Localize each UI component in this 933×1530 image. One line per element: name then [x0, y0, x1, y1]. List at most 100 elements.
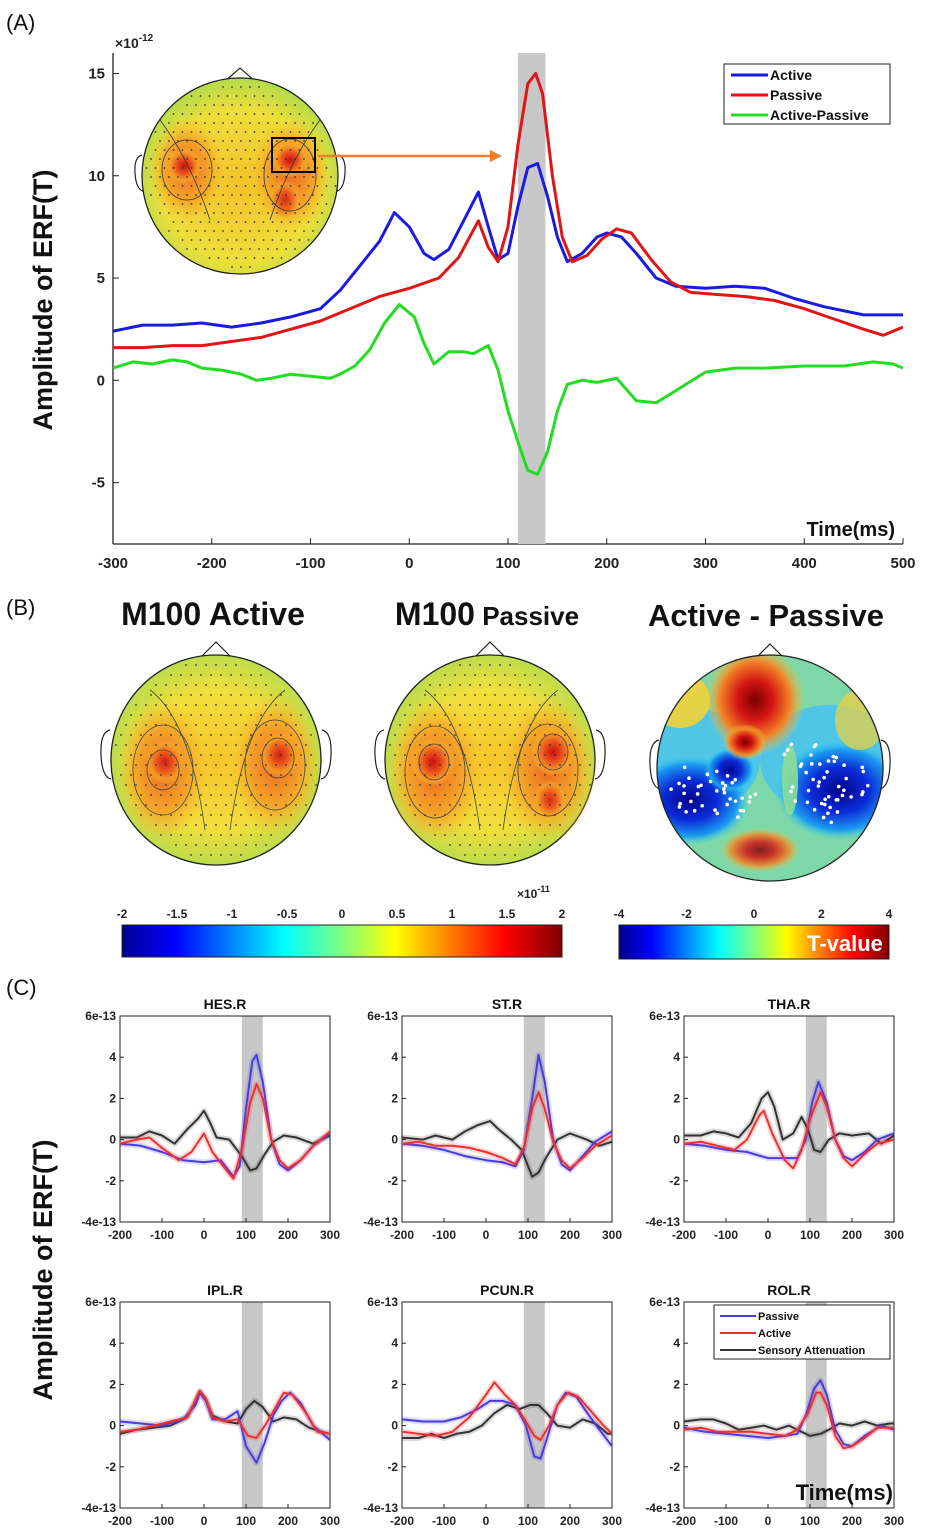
x-tick-label: -300 [98, 555, 128, 572]
subplot-title: ST.R [492, 996, 522, 1012]
topomap-title-active: M100 Active [121, 596, 305, 632]
series-line-active [402, 1091, 612, 1170]
y-tick-label: -4e-13 [81, 1215, 116, 1229]
y-tick-label: -2 [387, 1460, 398, 1474]
series-line-passive [402, 1391, 612, 1460]
y-tick-label: 0 [391, 1419, 398, 1433]
y-tick-label: -2 [105, 1460, 116, 1474]
y-tick-label: 5 [97, 270, 105, 287]
colorbar-tick: 0 [751, 907, 758, 921]
series-line-sensory-attenuation [120, 1391, 330, 1435]
colorbar-tick: -1 [227, 907, 238, 921]
x-tick-label: 100 [236, 1514, 256, 1528]
colorbar-tvalue-label: T-value [807, 931, 883, 956]
subplot-hes-r: HES.R -200 -100 0 100 200 300 6e-13 4 2 0 -2 -4e-13 [81, 996, 340, 1242]
x-tick-label: 300 [602, 1228, 622, 1242]
y-tick-label: 6e-13 [649, 1295, 680, 1309]
y-tick-label: 2 [391, 1091, 398, 1105]
x-tick-label: 300 [884, 1228, 904, 1242]
inset-arrow [318, 150, 502, 162]
colorbar-tick: -2 [117, 907, 128, 921]
x-tick-label: -100 [432, 1228, 456, 1242]
y-tick-label: 0 [673, 1419, 680, 1433]
x-tick-label: 100 [800, 1514, 820, 1528]
x-tick-label: 0 [483, 1514, 490, 1528]
x-tick-label: -200 [672, 1514, 696, 1528]
y-tick-label: -4e-13 [363, 1501, 398, 1515]
x-tick-label: -100 [295, 555, 325, 572]
topomap-difference [649, 643, 891, 882]
y-tick-label: 4 [391, 1336, 398, 1350]
x-tick-label: 200 [278, 1514, 298, 1528]
x-tick-label: 0 [483, 1228, 490, 1242]
y-tick-label: -2 [387, 1174, 398, 1188]
y-tick-label: -2 [669, 1460, 680, 1474]
x-tick-label: 300 [693, 555, 718, 572]
series-line-sensory-attenuation [684, 1418, 894, 1437]
shaded-window [241, 1016, 263, 1222]
colorbar-tick: -4 [614, 907, 625, 921]
panel-a-legend: Active Passive Active-Passive [723, 63, 891, 125]
x-tick-label: 200 [560, 1514, 580, 1528]
legend-active-passive: Active-Passive [770, 107, 869, 123]
colorbar-tick: 1.5 [499, 907, 516, 921]
series-line-sensory-attenuation [402, 1404, 612, 1439]
series-line-sensory-attenuation [684, 1091, 894, 1153]
y-tick-label: 0 [109, 1133, 116, 1147]
x-tick-label: -200 [197, 555, 227, 572]
x-tick-label: -200 [108, 1228, 132, 1242]
x-tick-label: 300 [884, 1514, 904, 1528]
series-line-passive [402, 1054, 612, 1172]
topomap-title-difference: Active - Passive [648, 598, 884, 633]
x-tick-label: 200 [560, 1228, 580, 1242]
x-tick-label: 300 [320, 1514, 340, 1528]
y-tick-label: -4e-13 [645, 1215, 680, 1229]
x-tick-label: 0 [765, 1228, 772, 1242]
colorbar-tick: 4 [886, 907, 893, 921]
panel-a-inset-topomap [134, 67, 346, 275]
svg-text:×10-11: ×10-11 [517, 884, 550, 901]
legend-c-passive: Passive [758, 1311, 799, 1323]
colorbar-tick: 0.5 [389, 907, 406, 921]
series-line-active [402, 1381, 612, 1441]
shaded-m100-window [517, 53, 546, 544]
y-tick-label: 4 [673, 1050, 680, 1064]
topomap-title-passive: M100 Passive [395, 596, 579, 632]
subplot-ipl-r: IPL.R -200 -100 0 100 200 300 6e-13 4 2 0 -2 -4e-13 [81, 1282, 340, 1528]
colorbar-amplitude: ×10-11 -2 -1.5 -1 -0.5 0 0.5 1 1.5 2 [117, 884, 566, 958]
y-tick-label: 6e-13 [649, 1009, 680, 1023]
series-line-active [684, 1091, 894, 1170]
shaded-window [805, 1016, 827, 1222]
y-tick-label: -4e-13 [645, 1501, 680, 1515]
y-tick-label: -4e-13 [363, 1215, 398, 1229]
y-tick-label: 4 [673, 1336, 680, 1350]
panel-label-c: (C) [6, 975, 37, 1000]
series-line-sensory-attenuation [402, 1120, 612, 1178]
colorbar-tick: 2 [818, 907, 825, 921]
y-tick-label: -4e-13 [81, 1501, 116, 1515]
x-tick-label: 300 [602, 1514, 622, 1528]
x-tick-label: 100 [518, 1228, 538, 1242]
series-line-passive [113, 72, 903, 350]
colorbar-tvalue: -4 -2 0 2 4 T-value [614, 907, 893, 960]
y-tick-label: 6e-13 [367, 1009, 398, 1023]
y-tick-label: 0 [391, 1133, 398, 1147]
x-tick-label: 200 [842, 1228, 862, 1242]
legend-passive: Passive [770, 87, 822, 103]
subplot-st-r: ST.R -200 -100 0 100 200 300 6e-13 4 2 0 -2 -4e-13 [363, 996, 622, 1242]
x-tick-label: -200 [108, 1514, 132, 1528]
series-line-active [120, 1389, 330, 1439]
panel-c-legend: Passive Active Sensory Attenuation [713, 1304, 891, 1360]
subplot-title: THA.R [768, 996, 811, 1012]
subplot-title: HES.R [204, 996, 247, 1012]
y-tick-label: 2 [109, 1377, 116, 1391]
series-line-sensory-attenuation [120, 1109, 330, 1172]
x-tick-label: 100 [800, 1228, 820, 1242]
legend-active: Active [770, 67, 812, 83]
panel-c-x-label: Time(ms) [796, 1480, 893, 1505]
subplot-title: ROL.R [767, 1282, 811, 1298]
y-tick-label: 4 [109, 1336, 116, 1350]
y-tick-label: 2 [673, 1377, 680, 1391]
y-tick-label: 6e-13 [367, 1295, 398, 1309]
